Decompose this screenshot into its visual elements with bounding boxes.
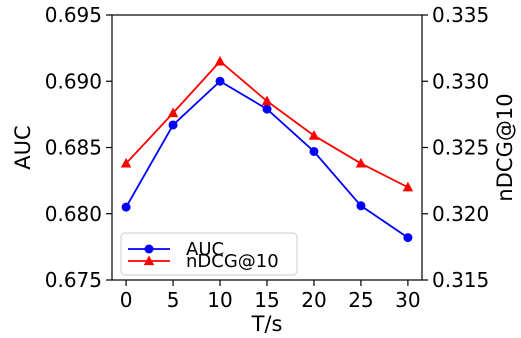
ndcg-data-point [402, 181, 414, 192]
auc-data-point [262, 104, 272, 114]
x-tick-label: 0 [120, 288, 133, 312]
right-y-tick-label: 0.325 [432, 136, 489, 160]
x-axis: 0 5 10 15 20 25 30 [120, 280, 421, 312]
x-tick-label: 10 [207, 288, 232, 312]
ndcg-data-point [214, 55, 226, 66]
left-y-tick-label: 0.675 [45, 268, 102, 292]
legend-entry-ndcg: nDCG@10 [128, 251, 279, 272]
x-axis-label: T/s [251, 312, 283, 336]
auc-data-point [121, 202, 131, 212]
right-y-tick-label: 0.315 [432, 268, 489, 292]
legend-ndcg-triangle-marker [143, 255, 155, 266]
legend-auc-circle-marker [144, 244, 154, 254]
left-y-tick-label: 0.680 [45, 202, 102, 226]
auc-data-point [403, 233, 413, 243]
x-tick-label: 20 [301, 288, 326, 312]
auc-data-point [309, 146, 319, 156]
ndcg-data-point [167, 107, 179, 118]
right-y-tick-label: 0.320 [432, 202, 489, 226]
left-y-axis-label: AUC [11, 125, 35, 169]
ndcg-data-point [308, 130, 320, 140]
left-y-tick-label: 0.690 [45, 69, 102, 93]
x-tick-label: 5 [167, 288, 180, 312]
right-y-axis-label: nDCG@10 [493, 93, 517, 201]
ndcg-series-line [125, 60, 409, 189]
auc-data-point [356, 201, 366, 211]
ndcg-data-point [355, 157, 367, 168]
ndcg-data-point [261, 95, 273, 106]
auc-data-point [215, 76, 225, 86]
right-y-axis: 0.315 0.320 0.325 0.330 0.335 [422, 3, 489, 292]
left-y-axis: 0.675 0.680 0.685 0.690 0.695 [45, 3, 112, 292]
legend: AUC nDCG@10 [120, 232, 298, 276]
left-y-tick-label: 0.685 [45, 136, 102, 160]
legend-box [120, 232, 298, 276]
ndcg-data-point [120, 157, 132, 168]
right-y-tick-label: 0.330 [432, 69, 489, 93]
series-layer [120, 55, 414, 243]
right-y-tick-label: 0.335 [432, 3, 489, 27]
legend-ndcg-label: nDCG@10 [186, 251, 279, 272]
legend-auc-label: AUC [186, 239, 224, 260]
left-y-tick-label: 0.695 [45, 3, 102, 27]
x-tick-label: 15 [254, 288, 279, 312]
x-tick-label: 25 [348, 288, 373, 312]
auc-data-point [168, 120, 178, 130]
legend-entry-auc: AUC [128, 239, 224, 260]
x-tick-label: 30 [395, 288, 420, 312]
